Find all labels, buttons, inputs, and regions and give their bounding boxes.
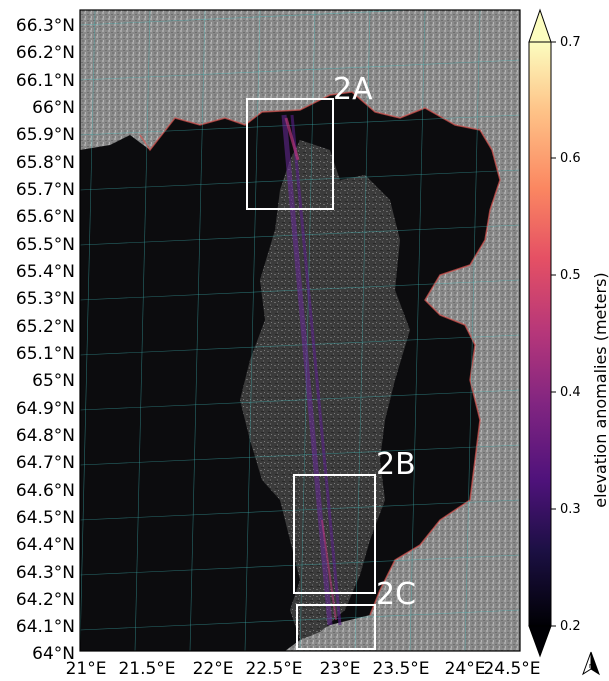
lon-tick: 24°E: [445, 659, 486, 679]
lat-tick: 65.6°N: [16, 207, 75, 227]
lon-tick: 24.5°E: [483, 659, 540, 679]
colorbar-tick: 0.4: [560, 385, 581, 400]
colorbar-label: elevation anomalies (meters): [591, 272, 609, 507]
sea-ice-area: [240, 140, 410, 640]
coast-anomaly-line: [139, 91, 501, 616]
colorbar-tick: 0.7: [560, 35, 581, 50]
lon-tick: 23°E: [320, 659, 361, 679]
lat-tick: 65.8°N: [16, 153, 75, 173]
longitude-axis: 21°E 21.5°E 22°E 22.5°E 23°E 23.5°E 24°E…: [66, 659, 541, 679]
colorbar-frame: [528, 41, 552, 627]
map-panel: [80, 10, 520, 651]
lon-tick: 22°E: [193, 659, 234, 679]
lat-tick: 65.5°N: [16, 235, 75, 255]
colorbar-max-extend: [528, 8, 552, 43]
lat-tick: 64.2°N: [16, 590, 75, 610]
lon-tick: 21.5°E: [118, 659, 175, 679]
region-label-2a: 2A: [333, 72, 373, 107]
lat-tick: 64.5°N: [16, 508, 75, 528]
lon-tick: 22.5°E: [245, 659, 302, 679]
lat-tick: 65.3°N: [16, 289, 75, 309]
lat-tick: 65.1°N: [16, 344, 75, 364]
lat-tick: 64.8°N: [16, 426, 75, 446]
lat-tick: 66.2°N: [16, 43, 75, 63]
lat-tick: 65.7°N: [16, 180, 75, 200]
region-box-2b: [293, 474, 376, 594]
colorbar-tick: 0.2: [560, 619, 581, 634]
region-box-2c: [296, 604, 376, 650]
lat-tick: 66.1°N: [16, 71, 75, 91]
lat-tick: 65.2°N: [16, 317, 75, 337]
colorbar-gradient: [529, 42, 551, 626]
lat-tick: 64.4°N: [16, 535, 75, 555]
lon-tick: 23.5°E: [372, 659, 429, 679]
lat-tick: 64.3°N: [16, 563, 75, 583]
region-label-2b: 2B: [376, 447, 416, 482]
lat-tick: 64.7°N: [16, 453, 75, 473]
colorbar: 0.7 0.6 0.5 0.4 0.3 0.2 elevation anomal…: [528, 8, 609, 658]
lat-tick: 66.3°N: [16, 16, 75, 36]
lon-tick: 21°E: [66, 659, 107, 679]
lat-tick: 65.4°N: [16, 262, 75, 282]
lat-tick: 64.9°N: [16, 399, 75, 419]
north-arrow-icon: N: [582, 651, 600, 676]
region-box-2a: [246, 98, 334, 210]
colorbar-tick: 0.6: [560, 151, 581, 166]
colorbar-tick: 0.5: [560, 268, 581, 283]
lat-tick: 64°N: [32, 644, 75, 664]
north-arrow-label: N: [589, 664, 593, 670]
lat-tick: 65.9°N: [16, 125, 75, 145]
colorbar-min-extend: [528, 625, 552, 658]
lat-tick: 66°N: [32, 98, 75, 118]
satellite-track: [281, 114, 342, 626]
graticule: [80, 10, 520, 651]
lat-tick: 65°N: [32, 371, 75, 391]
latitude-axis: 66.3°N 66.2°N 66.1°N 66°N 65.9°N 65.8°N …: [16, 16, 75, 664]
lat-tick: 64.1°N: [16, 617, 75, 637]
lat-tick: 64.6°N: [16, 481, 75, 501]
map-frame: [79, 9, 521, 652]
region-label-2c: 2C: [376, 577, 416, 612]
colorbar-tick: 0.3: [560, 502, 581, 517]
